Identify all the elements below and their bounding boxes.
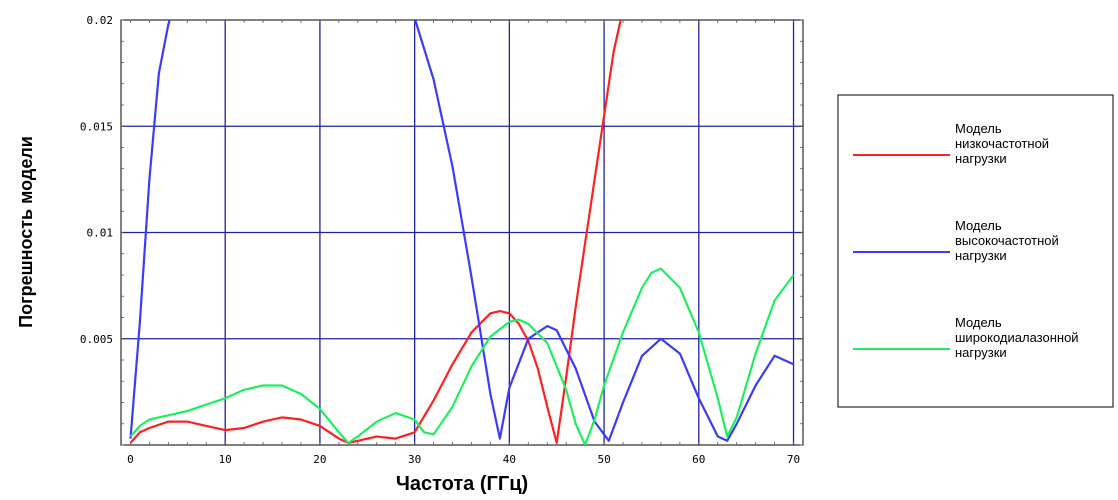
y-axis-ticks: 0.005 0.01 0.015 0.02 bbox=[80, 14, 113, 346]
x-tick-label: 60 bbox=[692, 453, 705, 466]
series-lines bbox=[129, 20, 795, 445]
x-tick-label: 10 bbox=[219, 453, 232, 466]
legend-label-2: высокочастотной bbox=[955, 233, 1059, 248]
y-tick-label: 0.02 bbox=[87, 14, 114, 27]
grid bbox=[121, 20, 803, 445]
legend-label-2: Модель bbox=[955, 218, 1002, 233]
y-tick-label: 0.005 bbox=[80, 333, 113, 346]
legend-label-3: нагрузки bbox=[955, 345, 1007, 360]
series-line-1 bbox=[129, 20, 622, 444]
legend-label-2: нагрузки bbox=[955, 248, 1007, 263]
legend: МодельнизкочастотнойнагрузкиМодельвысоко… bbox=[837, 94, 1114, 408]
x-axis-ticks: 0 10 20 30 40 50 60 70 bbox=[127, 453, 800, 466]
series-line-2 bbox=[129, 20, 794, 442]
legend-label-3: Модель bbox=[955, 315, 1002, 330]
y-tick-label: 0.01 bbox=[87, 227, 114, 240]
x-tick-label: 50 bbox=[597, 453, 610, 466]
legend-label-1: нагрузки bbox=[955, 151, 1007, 166]
x-tick-label: 70 bbox=[787, 453, 800, 466]
x-tick-label: 20 bbox=[313, 453, 326, 466]
legend-label-1: низкочастотной bbox=[955, 136, 1049, 151]
x-axis-title: Частота (ГГц) bbox=[396, 473, 528, 495]
y-tick-label: 0.015 bbox=[80, 120, 113, 133]
x-tick-label: 30 bbox=[408, 453, 421, 466]
legend-label-1: Модель bbox=[955, 121, 1002, 136]
x-tick-label: 40 bbox=[503, 453, 516, 466]
y-axis-title: Погрешность модели bbox=[16, 136, 36, 328]
series-line-3 bbox=[129, 267, 795, 445]
x-tick-label: 0 bbox=[127, 453, 134, 466]
legend-label-3: широкодиалазонной bbox=[955, 330, 1079, 345]
